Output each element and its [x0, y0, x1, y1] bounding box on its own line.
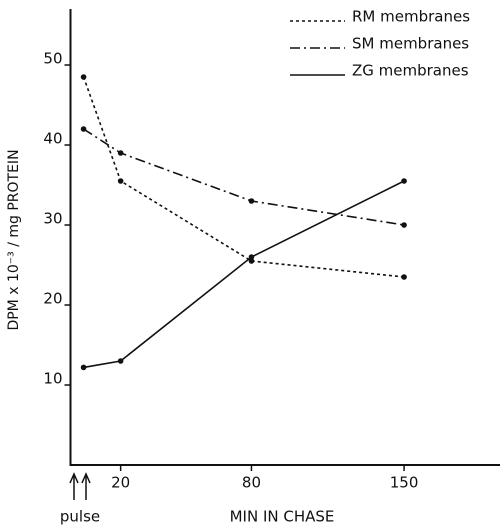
data-point [401, 222, 407, 228]
annotation: pulse [60, 508, 100, 526]
series-line [82, 76, 405, 278]
data-point [401, 274, 407, 280]
data-point [80, 126, 87, 132]
y-tick-label: 40 [43, 130, 62, 148]
data-point [80, 364, 87, 371]
pulse-arrows [69, 472, 91, 500]
x-tick-label: 80 [242, 474, 261, 492]
x-tick-label: 150 [390, 474, 419, 492]
legend-label: RM membranes [352, 8, 470, 26]
y-tick-label: 20 [43, 290, 62, 308]
x-tick-label: 20 [111, 474, 130, 492]
y-axis-label: DPM x 10⁻³ / mg PROTEIN [6, 149, 22, 330]
data-point [401, 178, 407, 184]
data-point [117, 358, 124, 364]
y-tick-label: 10 [43, 370, 62, 388]
data-point [248, 198, 255, 204]
series-line [83, 180, 405, 369]
series-line [83, 128, 405, 226]
data-point [117, 178, 124, 184]
legend-label: SM membranes [352, 35, 469, 53]
data-point [248, 258, 255, 264]
data-point [248, 254, 255, 260]
x-axis-label: MIN IN CHASE [230, 508, 335, 526]
data-point [117, 150, 124, 156]
y-tick-label: 50 [43, 50, 62, 68]
data-point [80, 74, 87, 80]
legend-label: ZG membranes [352, 62, 469, 80]
y-tick-label: 30 [43, 210, 62, 228]
